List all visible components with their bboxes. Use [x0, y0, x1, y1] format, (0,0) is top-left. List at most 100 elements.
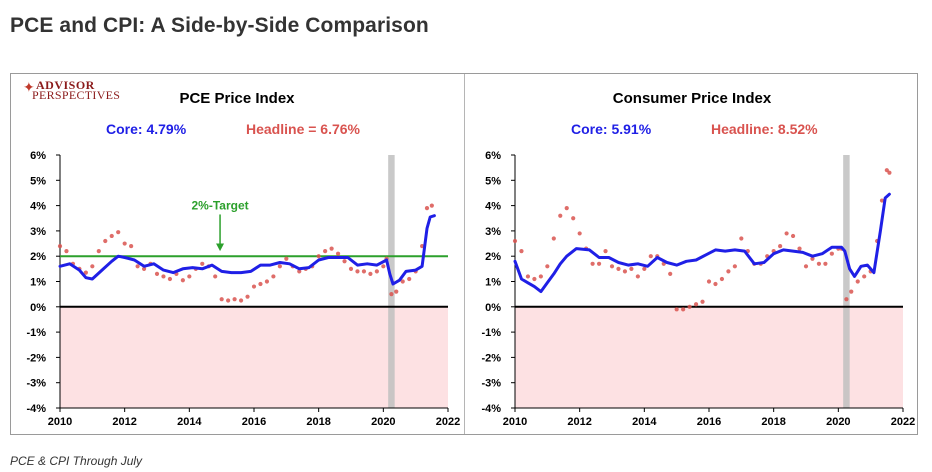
headline-point: [532, 276, 537, 282]
x-tick-label: 2018: [761, 416, 785, 428]
core-label: Core: 5.91%: [571, 121, 652, 137]
x-tick-label: 2022: [436, 416, 460, 428]
headline-point: [141, 266, 147, 271]
headline-point: [564, 206, 569, 211]
x-tick-label: 2022: [891, 416, 915, 428]
headline-point: [726, 269, 731, 274]
headline-point: [862, 274, 867, 279]
y-tick-label: 6%: [485, 150, 501, 162]
y-tick-label: 5%: [30, 175, 46, 187]
headline-point: [264, 279, 270, 284]
headline-label: Headline = 6.76%: [246, 121, 361, 137]
x-tick-label: 2016: [697, 416, 721, 428]
headline-point: [277, 264, 282, 269]
cpi-chart: Consumer Price Index Core: 5.91% Headline:…: [481, 90, 915, 428]
core-label: Core: 4.79%: [106, 121, 187, 137]
headline-point: [57, 243, 63, 249]
headline-point: [609, 264, 615, 269]
y-tick-label: -4%: [481, 403, 501, 415]
headline-point: [83, 270, 88, 275]
negative-band: [515, 306, 903, 408]
x-tick-label: 2012: [112, 416, 136, 428]
y-tick-label: -1%: [26, 327, 46, 339]
headline-point: [778, 243, 783, 249]
headline-point: [389, 292, 394, 297]
headline-point: [790, 233, 796, 239]
headline-point: [849, 289, 854, 294]
headline-point: [200, 261, 205, 266]
y-tick-label: 3%: [30, 226, 46, 238]
headline-point: [803, 264, 809, 269]
pce-chart: PCE Price Index Core: 4.79% Headline = 6.7…: [26, 90, 460, 428]
x-tick-label: 2014: [177, 416, 202, 428]
headline-point: [355, 269, 360, 274]
headline-point: [284, 256, 289, 261]
logo-line1: ADVISOR: [36, 78, 95, 92]
headline-point: [879, 198, 885, 203]
headline-point: [784, 231, 789, 236]
headline-point: [116, 230, 121, 235]
x-tick-label: 2012: [567, 416, 591, 428]
headline-point: [571, 216, 576, 221]
advisor-perspectives-logo: ✦ ADVISOR PERSPECTIVES: [22, 78, 121, 102]
headline-point: [739, 236, 744, 241]
y-tick-label: 3%: [485, 226, 501, 238]
headline-point: [823, 261, 828, 266]
y-tick-label: -2%: [481, 352, 501, 364]
headline-point: [797, 246, 802, 251]
headline-point: [368, 271, 373, 277]
headline-point: [394, 289, 399, 294]
headline-point: [829, 251, 834, 256]
headline-point: [154, 271, 160, 277]
headline-point: [407, 276, 412, 282]
headline-point: [887, 170, 892, 175]
x-tick-label: 2020: [371, 416, 395, 428]
headline-point: [648, 254, 653, 259]
x-tick-label: 2016: [242, 416, 266, 428]
headline-point: [232, 297, 237, 302]
headline-point: [129, 243, 134, 249]
core-series-line: [513, 192, 891, 294]
y-tick-label: -1%: [481, 327, 501, 339]
headline-point: [245, 294, 250, 299]
headline-point: [122, 241, 127, 246]
y-tick-label: 0%: [485, 302, 501, 314]
headline-point: [596, 261, 602, 266]
headline-point: [161, 274, 166, 279]
x-tick-label: 2010: [48, 416, 72, 428]
headline-point: [271, 274, 276, 279]
headline-point: [700, 299, 705, 304]
y-tick-label: 5%: [485, 175, 501, 187]
y-tick-label: 4%: [30, 201, 46, 213]
y-tick-label: 1%: [485, 277, 501, 289]
x-tick-label: 2018: [306, 416, 330, 428]
y-tick-label: 2%: [30, 251, 46, 263]
headline-point: [167, 276, 173, 282]
headline-point: [642, 266, 647, 271]
headline-point: [525, 274, 531, 279]
chart-title: Consumer Price Index: [613, 90, 772, 107]
headline-point: [90, 264, 95, 269]
headline-point: [109, 233, 114, 239]
headline-point: [706, 279, 712, 284]
headline-point: [512, 238, 518, 244]
headline-point: [681, 307, 686, 312]
headline-point: [374, 269, 379, 274]
headline-point: [603, 249, 608, 254]
headline-point: [810, 256, 815, 261]
headline-point: [429, 203, 434, 208]
headline-label: Headline: 8.52%: [711, 121, 818, 137]
headline-point: [635, 274, 640, 279]
headline-point: [226, 298, 231, 303]
headline-point: [180, 278, 185, 283]
y-tick-label: -4%: [26, 403, 46, 415]
headline-point: [424, 206, 430, 211]
headline-point: [884, 168, 889, 173]
y-tick-label: 0%: [30, 302, 46, 314]
headline-point: [719, 276, 725, 282]
logo-line2: PERSPECTIVES: [32, 88, 121, 102]
headline-point: [616, 266, 621, 271]
headline-point: [687, 304, 692, 309]
y-tick-label: 1%: [30, 277, 46, 289]
core-series-line: [58, 214, 436, 286]
